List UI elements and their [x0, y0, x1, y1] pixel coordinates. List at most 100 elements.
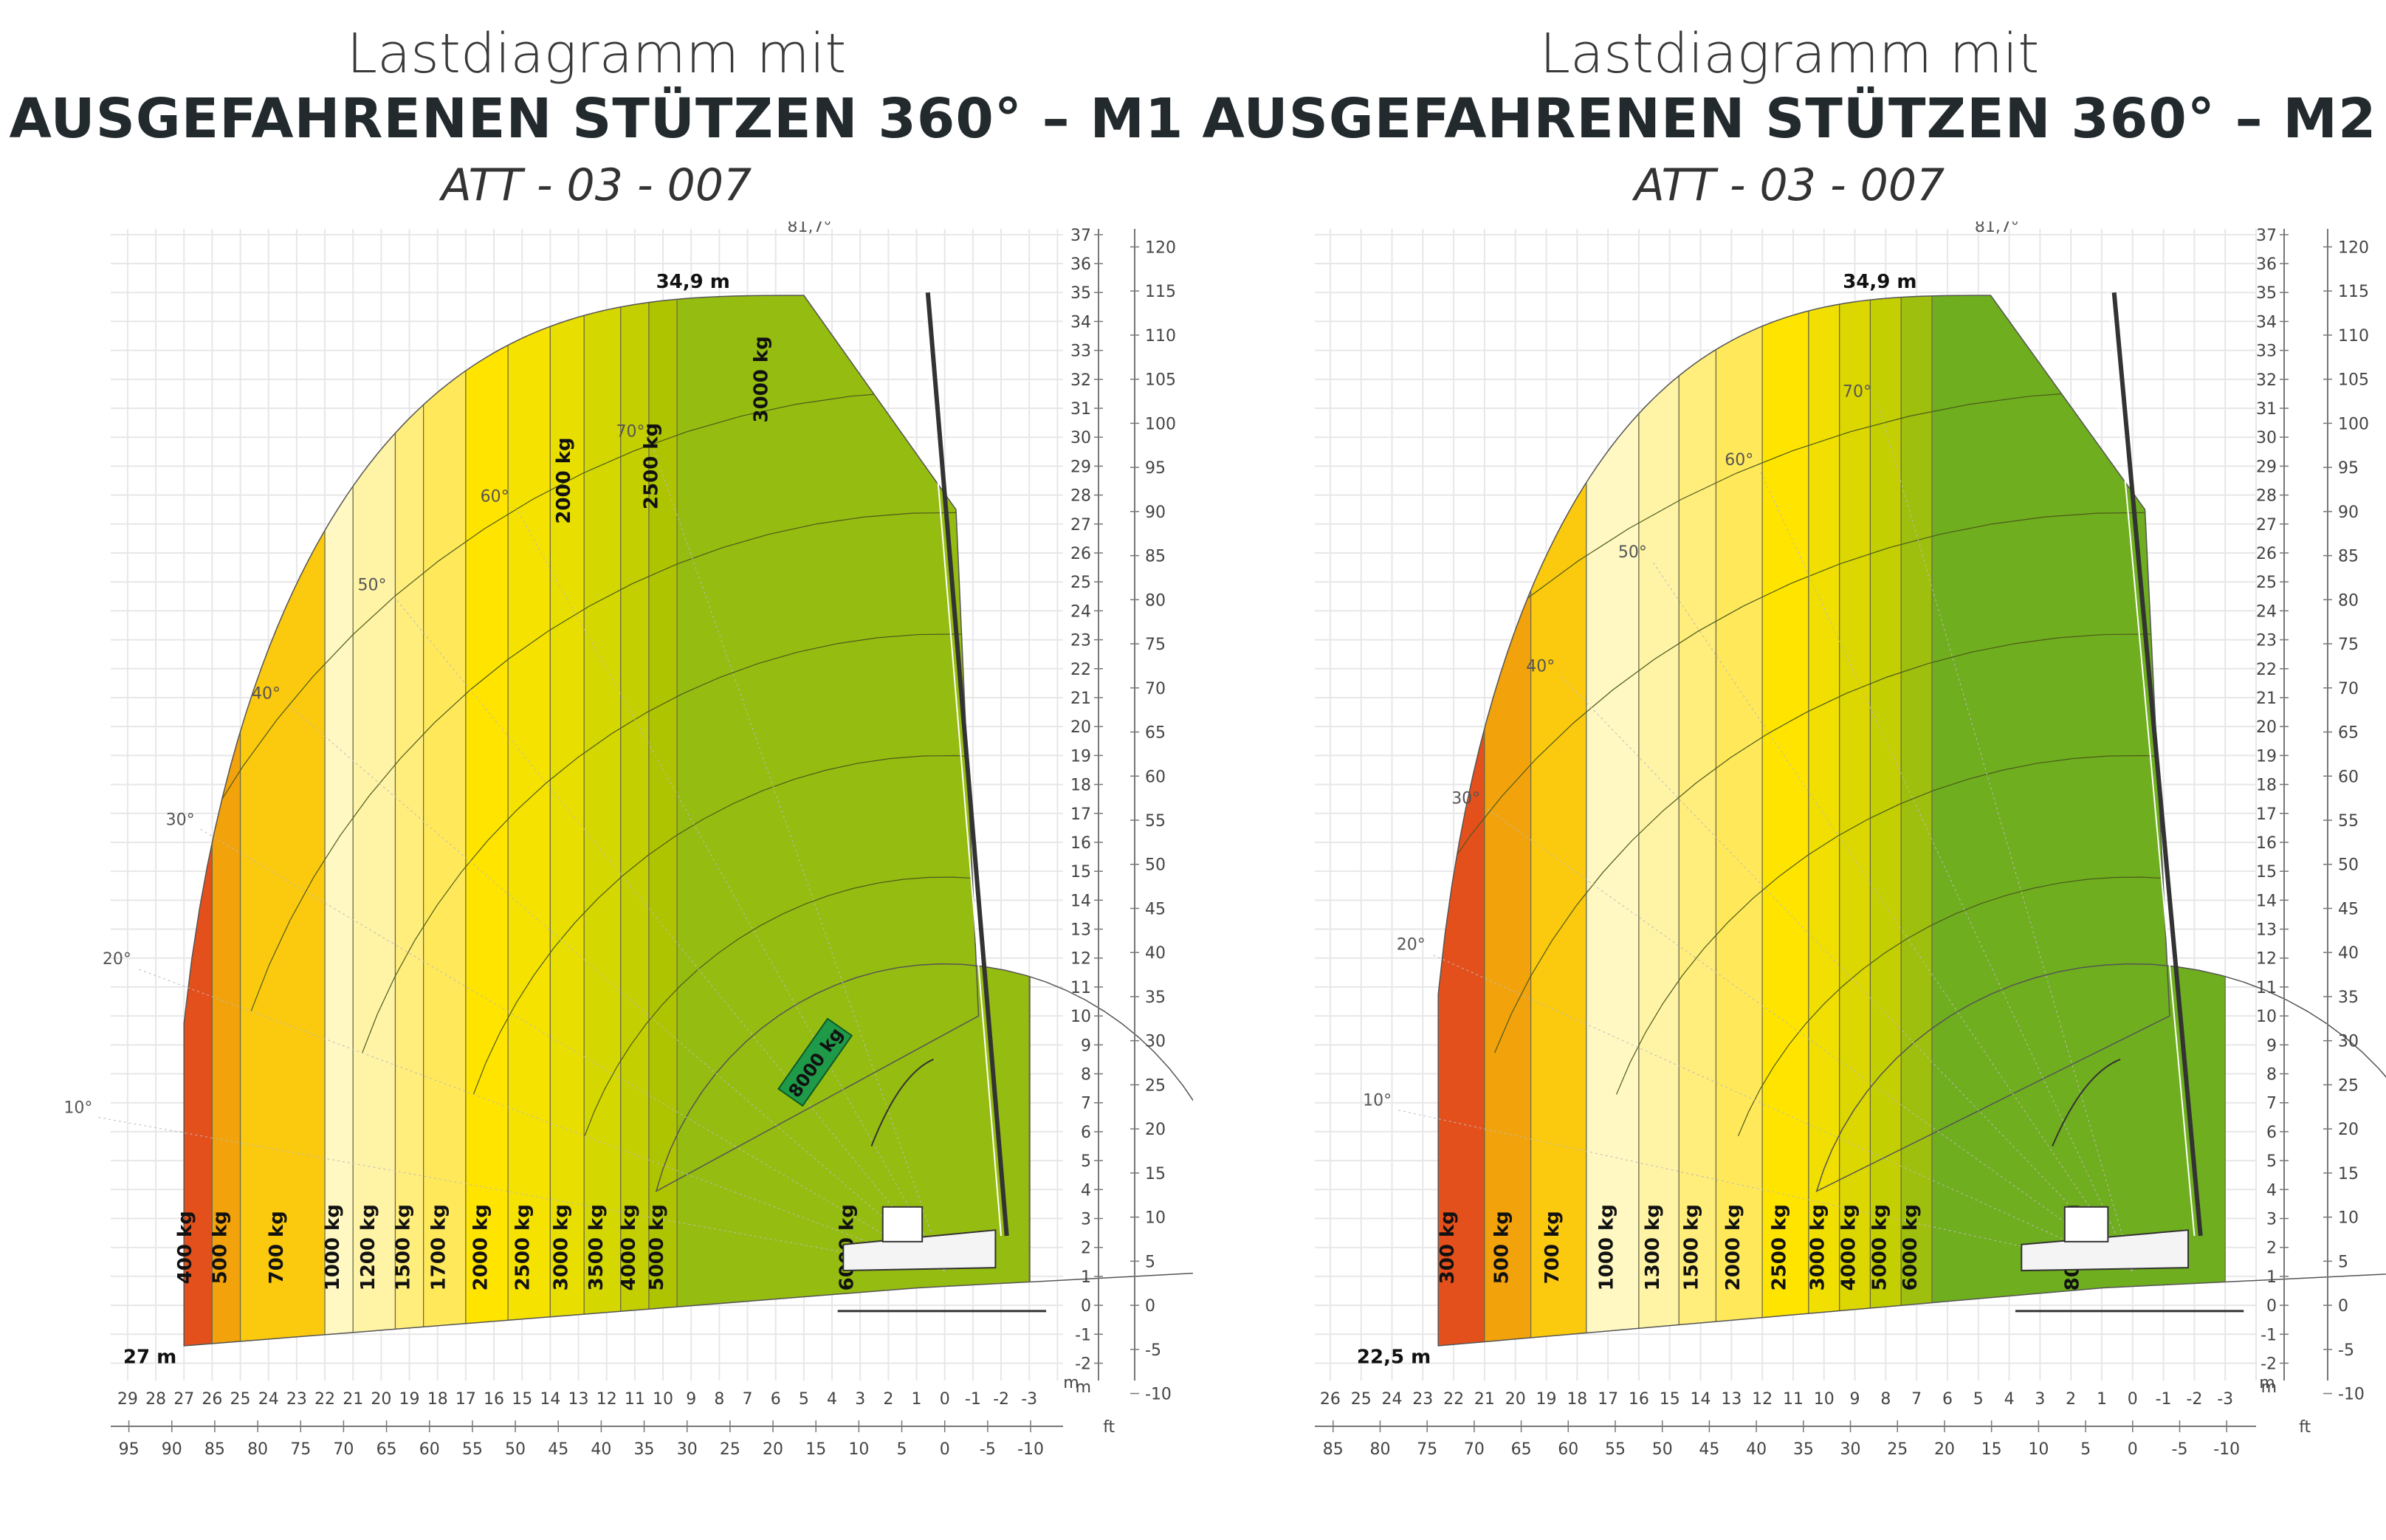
x-tick-label-m: 15: [1660, 1390, 1680, 1409]
y-unit-label: m: [2261, 1378, 2277, 1397]
x-tick-label-m: 13: [568, 1390, 589, 1409]
load-zone: [507, 295, 551, 1346]
x-tick-label-m: 23: [286, 1390, 307, 1409]
y-tick-label-m: 17: [1070, 805, 1091, 824]
y-tick-label-m: 10: [1070, 1008, 1091, 1026]
y-tick-label-m: 19: [1070, 747, 1091, 766]
y-tick-label-m: 9: [1081, 1037, 1091, 1055]
x-tick-label-ft: 5: [2080, 1440, 2091, 1459]
x-tick-label-m: 18: [1567, 1390, 1587, 1409]
chart-panel-m2: Lastdiagramm mit AUSGEFAHRENEN STÜTZEN 3…: [1193, 0, 2386, 1540]
x-tick-label-m: 10: [1814, 1390, 1835, 1409]
y-tick-label-m: 17: [2256, 805, 2277, 824]
zone-label: 400 kg: [174, 1211, 196, 1284]
upper-zone-label: 2500 kg: [640, 423, 662, 509]
x-axes: 29 28 27 26 25 24 23 22 21 20 19 18 17 16 15 14 13 12 11 10…: [111, 1374, 1115, 1459]
x-tick-label-ft: 15: [1981, 1440, 2002, 1459]
chart-code: ATT - 03 - 007: [1634, 159, 1945, 211]
y-tick-label-m: 9: [2266, 1037, 2277, 1055]
y-tick-label-m: 6: [1081, 1124, 1091, 1142]
x-tick-label-m: 11: [625, 1390, 645, 1409]
load-zone: [1808, 295, 1840, 1346]
x-tick-label-m: 22: [1443, 1390, 1464, 1409]
y-tick-label-m: -1: [2260, 1326, 2277, 1344]
y-tick-label-m: 0: [1081, 1297, 1091, 1316]
y-tick-label-ft: 50: [1145, 856, 1166, 875]
y-tick-label-m: 1: [1081, 1268, 1091, 1287]
y-tick-label-ft: 100: [1145, 415, 1176, 433]
x-tick-label-ft: 0: [2128, 1440, 2138, 1459]
angle-label: 50°: [1618, 543, 1647, 562]
x-tick-label-ft: 40: [591, 1440, 611, 1459]
y-tick-label-ft: -10: [2338, 1386, 2365, 1404]
load-zone: [211, 295, 241, 1346]
load-zone: [1900, 295, 1933, 1346]
zone-label: 4000 kg: [1838, 1204, 1860, 1290]
x-tick-label-m: 15: [512, 1390, 532, 1409]
y-tick-label-ft: 40: [1145, 944, 1166, 963]
x-tick-label-m: 8: [1880, 1390, 1891, 1409]
y-axes: 3736353433323130292827262524232221201918…: [2256, 227, 2369, 1404]
x-tick-label-m: 23: [1412, 1390, 1433, 1409]
x-tick-label-m: 13: [1721, 1390, 1742, 1409]
top-angle-label: 81,7°: [1975, 221, 2019, 236]
angle-label: 50°: [357, 576, 386, 594]
y-tick-label-m: 34: [2256, 313, 2277, 331]
x-tick-label-m: 9: [1850, 1390, 1860, 1409]
angle-label: 40°: [252, 685, 281, 704]
y-tick-label-m: 29: [2256, 458, 2277, 476]
x-tick-label-ft: 70: [1464, 1440, 1485, 1459]
x-tick-label-ft: -5: [980, 1440, 996, 1459]
x-tick-label-ft: 95: [119, 1440, 140, 1459]
angle-ray: [286, 703, 946, 1271]
y-tick-label-ft: 20: [1145, 1121, 1166, 1139]
y-tick-label-ft: 110: [2338, 327, 2369, 346]
angle-label: 10°: [1363, 1091, 1392, 1110]
y-tick-label-ft: 0: [1145, 1297, 1155, 1316]
crane-cab: [881, 1206, 924, 1242]
x-tick-label-m: -1: [965, 1390, 981, 1409]
x-tick-label-ft: 10: [2028, 1440, 2049, 1459]
x-tick-label-ft: 80: [247, 1440, 268, 1459]
y-tick-label-ft: 65: [1145, 724, 1166, 743]
x-tick-label-m: -3: [2217, 1390, 2233, 1409]
zone-label: 1700 kg: [427, 1204, 450, 1290]
x-tick-label-ft: 50: [505, 1440, 526, 1459]
x-tick-label-m: 5: [799, 1390, 809, 1409]
x-tick-label-m: 1: [2097, 1390, 2107, 1409]
y-tick-label-m: 15: [2256, 863, 2277, 881]
zone-label: 2000 kg: [470, 1204, 492, 1290]
crane-boom-highlight: [2107, 292, 2196, 1237]
y-tick-label-ft: 15: [2338, 1165, 2359, 1183]
y-tick-label-m: 18: [1070, 777, 1091, 795]
y-tick-label-ft: 85: [2338, 548, 2359, 566]
x-tick-label-m: 1: [912, 1390, 922, 1409]
chart-title-line1: Lastdiagramm mit: [1539, 22, 2040, 86]
y-tick-label-ft: 120: [1145, 238, 1176, 257]
crane-cab: [2063, 1206, 2109, 1242]
x-tick-label-ft: 20: [1934, 1440, 1955, 1459]
y-tick-label-ft: 10: [2338, 1209, 2359, 1228]
crane-boom: [2111, 292, 2203, 1237]
y-tick-label-m: 37: [2256, 227, 2277, 245]
angle-ray: [1877, 401, 2134, 1271]
y-tick-label-m: 0: [2266, 1297, 2277, 1316]
y-tick-label-m: 2: [1081, 1240, 1091, 1258]
x-tick-label-m: 2: [883, 1390, 893, 1409]
crane-boom-highlight: [921, 292, 1003, 1237]
x-tick-label-ft: 90: [162, 1440, 182, 1459]
x-tick-label-m: -2: [2186, 1390, 2202, 1409]
x-tick-label-ft: 30: [677, 1440, 698, 1459]
y-tick-label-m: 26: [1070, 545, 1091, 563]
y-tick-label-ft: -10: [1145, 1386, 1172, 1404]
y-tick-label-ft: 115: [1145, 283, 1176, 301]
zone-label: 700 kg: [266, 1211, 288, 1284]
y-tick-label-m: -2: [1075, 1355, 1091, 1373]
y-tick-label-m: 25: [1070, 574, 1091, 592]
angle-label: 20°: [103, 950, 131, 969]
y-tick-label-m: 3: [2266, 1211, 2277, 1229]
y-tick-label-ft: 30: [2338, 1033, 2359, 1051]
x-tick-label-m: 17: [1598, 1390, 1618, 1409]
title-block-m1: Lastdiagramm mit AUSGEFAHRENEN STÜTZEN 3…: [0, 22, 1193, 219]
x-tick-label-m: 25: [230, 1390, 251, 1409]
